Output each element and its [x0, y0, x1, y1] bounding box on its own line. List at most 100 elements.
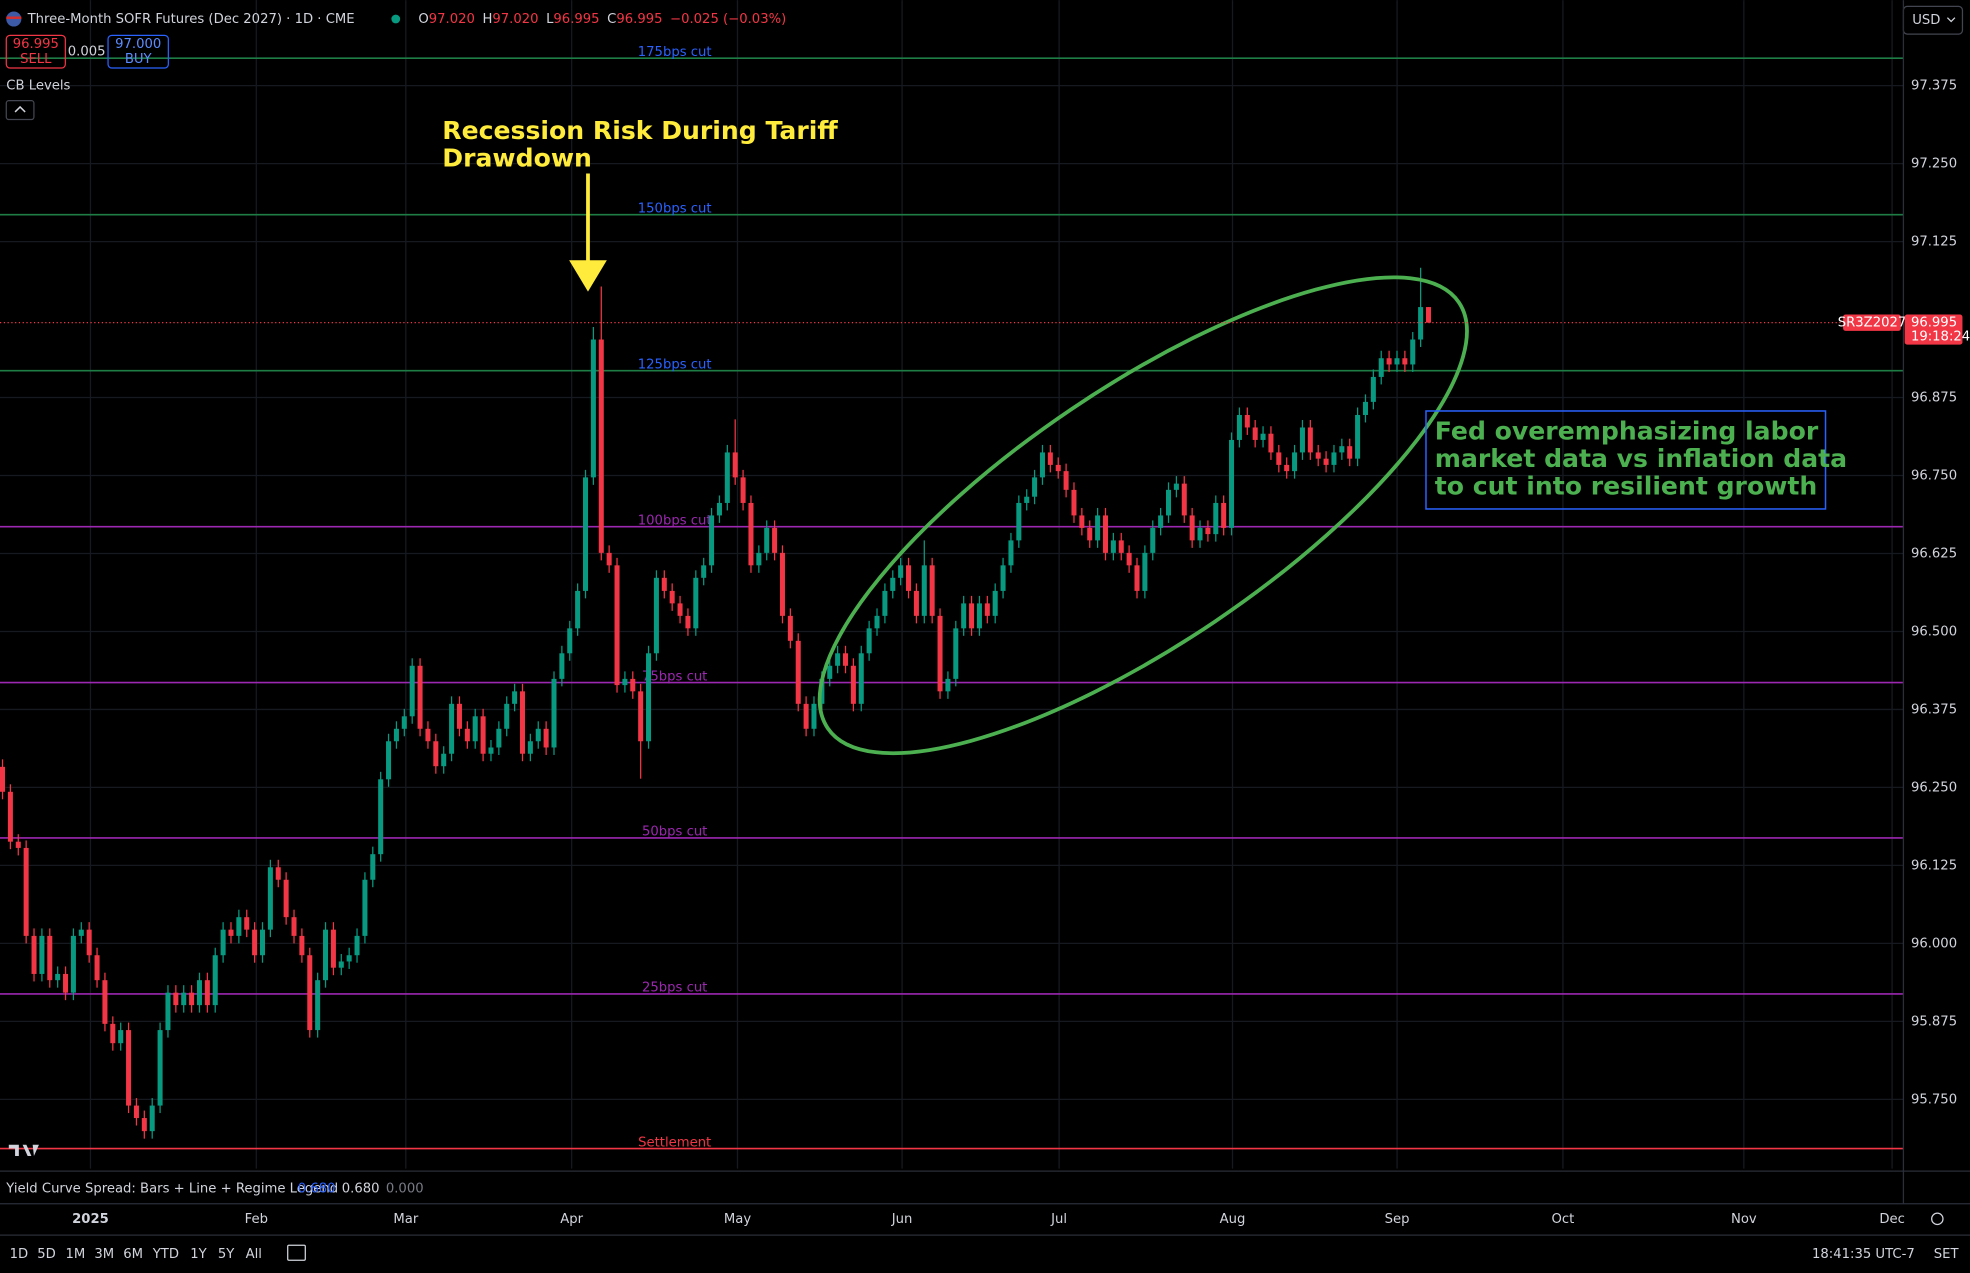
x-tick-label: Mar [393, 1212, 418, 1227]
candle-body [1032, 477, 1038, 497]
candle-body [1339, 446, 1345, 453]
range-button[interactable]: 6M [123, 1247, 143, 1262]
candle-body [1118, 540, 1124, 553]
settings-icon[interactable] [1931, 1212, 1944, 1226]
candle-body [1331, 452, 1337, 465]
candle-body [953, 628, 959, 679]
candle-body [653, 577, 659, 654]
indicator-value: 0.000 [386, 1182, 424, 1197]
candle-body [1000, 565, 1006, 591]
candle-body [764, 527, 770, 553]
candle-body [921, 565, 927, 616]
spread: 0.005 [68, 45, 106, 60]
candle-body [7, 791, 13, 842]
x-tick-label: Oct [1552, 1212, 1575, 1227]
symbol-title[interactable]: Three-Month SOFR Futures (Dec 2027) · 1D… [27, 12, 355, 27]
candle-body [1197, 527, 1203, 541]
logo [8, 1144, 39, 1157]
candle-body [15, 841, 21, 848]
annotation-text: Drawdown [442, 144, 592, 173]
arrow-head [569, 260, 607, 292]
timezone-button[interactable]: SET [1934, 1247, 1960, 1262]
candle-body [1134, 565, 1140, 591]
candle-body [220, 929, 226, 956]
candle-body [1205, 527, 1211, 535]
x-tick-label: Nov [1731, 1212, 1757, 1227]
candle-body [307, 955, 313, 1031]
candle-body [449, 703, 455, 754]
indicator-name[interactable]: CB Levels [6, 79, 70, 94]
range-button[interactable]: 3M [94, 1247, 114, 1262]
candle-body [976, 603, 982, 629]
range-button[interactable]: 1M [65, 1247, 85, 1262]
sell-button[interactable] [5, 34, 66, 69]
candle-body [1268, 433, 1274, 453]
range-button[interactable]: 5D [37, 1247, 56, 1262]
candle-body [890, 577, 896, 591]
candle-body [779, 552, 785, 616]
candle-body [842, 653, 849, 666]
candle-body [638, 691, 644, 742]
candle-body [1276, 452, 1282, 465]
candle-body [724, 452, 730, 503]
y-tick-label: 96.375 [1911, 702, 1957, 717]
candle-body [1142, 552, 1148, 591]
candle-body [1213, 502, 1219, 535]
candle-body [378, 779, 384, 855]
candle-body [748, 502, 754, 566]
candle-body [55, 973, 61, 981]
y-tick-label: 96.000 [1911, 936, 1957, 951]
candle-body [850, 665, 856, 704]
x-tick-label: May [724, 1212, 751, 1227]
candle-body [299, 935, 305, 956]
candle-body [102, 980, 108, 1024]
indicator-pane-name: Yield Curve Spread: Bars + Line + Regime… [5, 1182, 338, 1197]
candle-body [370, 854, 376, 880]
x-tick-label: 2025 [72, 1212, 109, 1227]
candle-body [78, 929, 84, 936]
candle-body [39, 935, 45, 974]
candle-body [1063, 471, 1069, 490]
ohlc-legend: O97.020 H97.020 L96.995 C96.995 −0.025 (−0.0… [418, 12, 786, 27]
ohlc-value: 97.020 [429, 12, 475, 27]
candle-body [1110, 540, 1116, 553]
y-tick-label: 96.875 [1911, 391, 1957, 406]
candle-body [196, 980, 202, 1006]
candle-body [535, 728, 541, 742]
range-button[interactable]: All [246, 1247, 262, 1262]
candle-body [86, 929, 92, 956]
date-range-icon[interactable] [287, 1244, 306, 1261]
candle-body [559, 653, 565, 679]
buy-label: BUY [125, 52, 153, 67]
y-tick-label: 96.500 [1911, 624, 1957, 639]
candle-body [118, 1030, 124, 1044]
candle-body [1252, 427, 1258, 440]
candle-body [63, 973, 69, 993]
level-label: 50bps cut [642, 825, 707, 840]
buy-button[interactable] [107, 34, 169, 69]
ohlc-key: L [546, 12, 554, 27]
candle-body [646, 653, 652, 742]
candle-body [330, 929, 336, 968]
candle-body [291, 917, 297, 936]
candle-body [898, 565, 904, 578]
range-button[interactable]: 1Y [190, 1247, 207, 1262]
level-label: 150bps cut [638, 201, 712, 216]
dropdown-icon [1946, 17, 1956, 23]
range-button[interactable]: 5Y [218, 1247, 235, 1262]
range-button[interactable]: YTD [152, 1247, 179, 1262]
price-tag [1904, 314, 1963, 345]
candle-body [929, 565, 935, 616]
candle-body [393, 728, 399, 742]
annotation-text: to cut into resilient growth [1435, 472, 1818, 501]
candle-body [701, 565, 707, 578]
candle-body [110, 1023, 116, 1044]
candle-body [464, 728, 470, 742]
candle-body [212, 955, 218, 1006]
collapse-button[interactable] [5, 100, 35, 121]
candle-body [716, 502, 722, 516]
range-button[interactable]: 1D [10, 1247, 29, 1262]
candle-body [236, 917, 242, 936]
candle-body [756, 552, 762, 566]
